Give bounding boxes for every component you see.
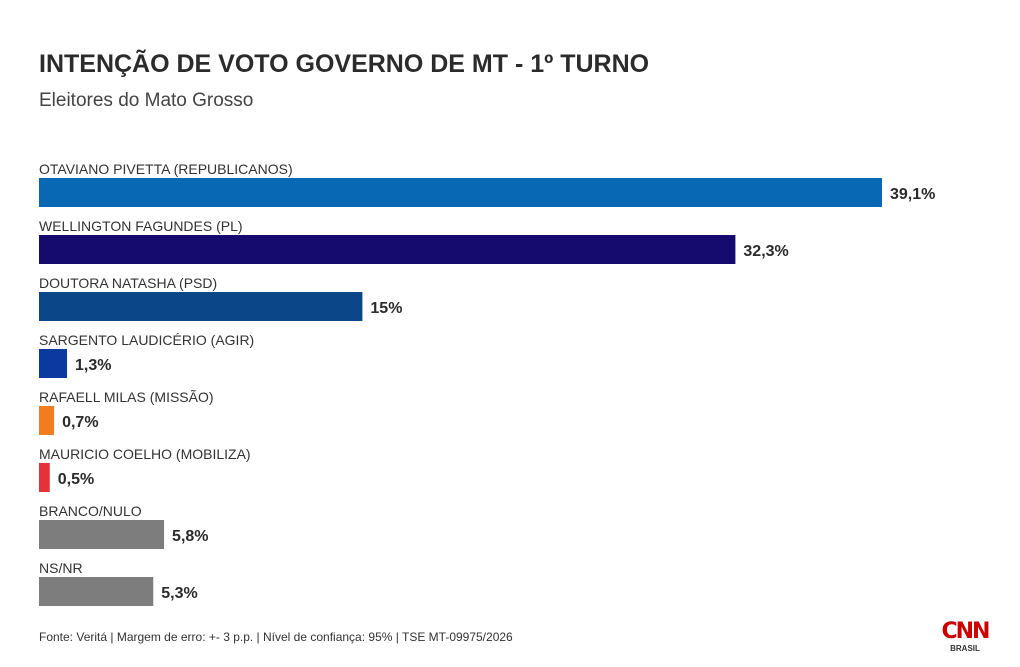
bar xyxy=(39,463,50,492)
bar xyxy=(39,292,363,321)
bar-category-label: MAURICIO COELHO (MOBILIZA) xyxy=(39,446,251,462)
bar xyxy=(39,406,55,435)
bar-chart: OTAVIANO PIVETTA (REPUBLICANOS) 39,1% WELL… xyxy=(39,161,935,606)
chart-subtitle: Eleitores do Mato Grosso xyxy=(39,90,254,111)
chart-title: INTENÇÃO DE VOTO GOVERNO DE MT - 1º TURN… xyxy=(39,50,650,78)
bar-value-label: 5,8% xyxy=(172,528,208,545)
bar xyxy=(39,178,882,207)
cnn-brasil-logo: CNN BRASIL xyxy=(941,619,991,656)
bar-value-label: 1,3% xyxy=(75,357,111,374)
logo-sub-text: BRASIL xyxy=(950,644,980,653)
bar xyxy=(39,520,165,549)
bar-category-label: NS/NR xyxy=(39,560,83,576)
bar-category-label: BRANCO/NULO xyxy=(39,503,142,519)
bar-category-label: RAFAELL MILAS (MISSÃO) xyxy=(39,389,214,405)
bar xyxy=(39,349,68,378)
bar-value-label: 5,3% xyxy=(161,585,197,602)
bar-value-label: 32,3% xyxy=(743,243,788,260)
bar-category-label: SARGENTO LAUDICÉRIO (AGIR) xyxy=(39,332,254,348)
bar xyxy=(39,577,154,606)
logo-main-text: CNN xyxy=(941,619,991,644)
source-footer: Fonte: Veritá | Margem de erro: +- 3 p.p… xyxy=(39,630,513,644)
bar-value-label: 39,1% xyxy=(890,186,935,203)
bar-value-label: 0,7% xyxy=(62,414,98,431)
bar xyxy=(39,235,736,264)
bar-category-label: OTAVIANO PIVETTA (REPUBLICANOS) xyxy=(39,161,293,177)
bar-value-label: 15% xyxy=(370,300,402,317)
bar-category-label: DOUTORA NATASHA (PSD) xyxy=(39,275,217,291)
bar-category-label: WELLINGTON FAGUNDES (PL) xyxy=(39,218,243,234)
bar-value-label: 0,5% xyxy=(58,471,94,488)
